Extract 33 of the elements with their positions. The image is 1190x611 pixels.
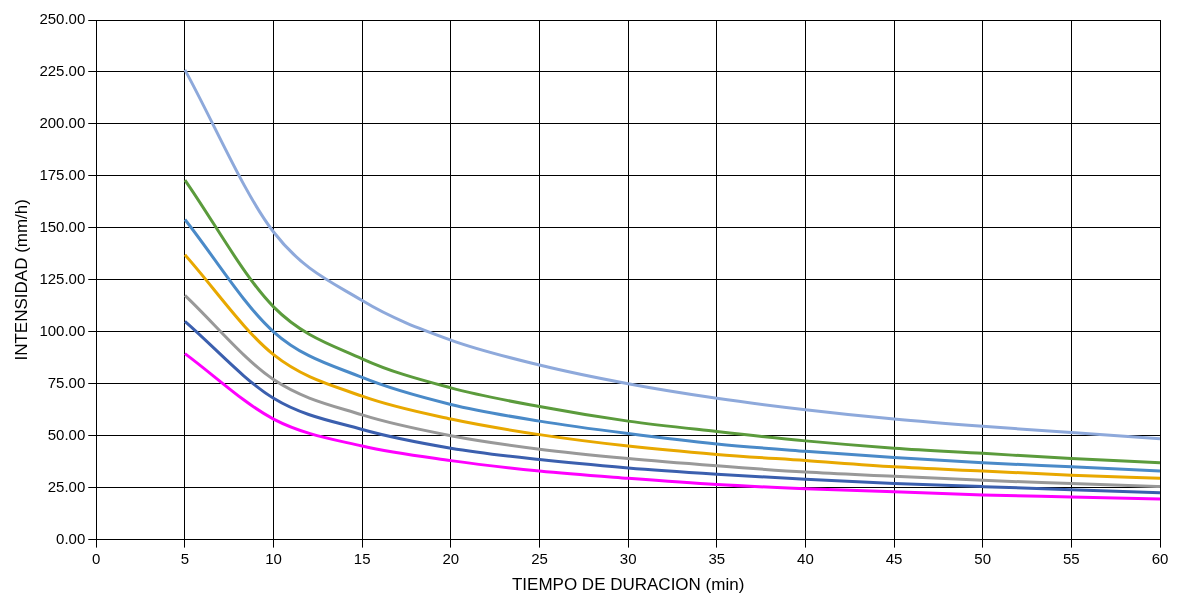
x-tick-label: 45 <box>885 549 903 567</box>
line-series <box>183 68 1160 441</box>
x-tick-label: 15 <box>353 549 371 567</box>
x-tick-label: 30 <box>619 549 637 567</box>
line-series <box>183 319 1160 495</box>
x-tick-label: 5 <box>180 549 190 567</box>
y-tick-label: 0.00 <box>56 529 86 547</box>
x-tick-label: 0 <box>92 549 101 567</box>
x-tick-label: 50 <box>974 549 992 567</box>
y-tick-label: 250.00 <box>39 10 86 28</box>
line-series <box>183 352 1160 501</box>
x-tick-label: 40 <box>797 549 814 567</box>
x-tick-label: 55 <box>1063 549 1080 567</box>
x-axis-title: TIEMPO DE DURACION (min) <box>511 575 745 595</box>
y-tick-label: 175.00 <box>39 166 86 184</box>
y-tick-label: 200.00 <box>39 114 86 132</box>
y-tick-label: 50.00 <box>47 425 86 443</box>
y-tick-label: 25.00 <box>47 477 86 495</box>
y-tick-label: 125.00 <box>39 269 86 287</box>
y-tick-label: 75.00 <box>47 373 86 391</box>
x-tick-label: 10 <box>265 549 282 567</box>
y-axis-title: INTENSIDAD (mm/h) <box>11 199 31 361</box>
line-series <box>183 178 1160 465</box>
line-series <box>183 293 1160 489</box>
line-series <box>183 253 1160 480</box>
x-tick-label: 60 <box>1151 549 1169 567</box>
line-series <box>183 218 1160 473</box>
x-tick-label: 35 <box>708 549 726 567</box>
y-tick-label: 150.00 <box>39 217 86 235</box>
x-tick-label: 20 <box>442 549 460 567</box>
y-tick-label: 225.00 <box>39 62 86 80</box>
y-tick-label: 100.00 <box>39 321 86 339</box>
x-tick-label: 25 <box>531 549 548 567</box>
